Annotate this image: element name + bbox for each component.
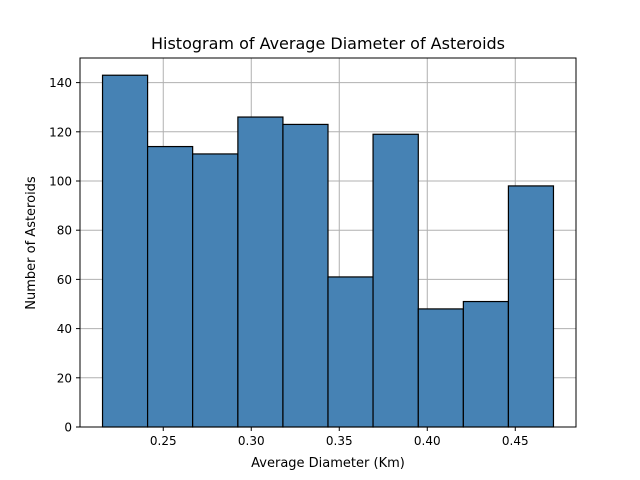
y-tick-label: 140	[49, 76, 72, 90]
x-tick-label: 0.25	[150, 434, 177, 448]
x-tick-label: 0.40	[414, 434, 441, 448]
histogram-bar	[507, 185, 555, 428]
chart-title: Histogram of Average Diameter of Asteroi…	[151, 34, 505, 53]
y-tick-label: 80	[57, 224, 72, 238]
histogram-bar	[237, 116, 284, 428]
y-axis-label: Number of Asteroids	[24, 176, 39, 310]
histogram-bar	[282, 123, 329, 428]
histogram-bar	[372, 133, 419, 428]
plot-frame	[79, 57, 577, 428]
histogram-bar	[101, 74, 149, 428]
y-tick-label: 0	[64, 421, 72, 435]
bars	[101, 74, 555, 428]
y-axis-ticks: 0 20 40 60 80 100 120 140	[49, 76, 80, 435]
x-axis-label: Average Diameter (Km)	[251, 456, 405, 471]
histogram-bar	[146, 145, 194, 428]
histogram-bar	[417, 308, 464, 428]
y-tick-label: 40	[57, 322, 72, 336]
y-tick-label: 120	[49, 125, 72, 139]
y-tick-label: 60	[57, 273, 72, 287]
x-tick-label: 0.45	[502, 434, 529, 448]
x-axis-ticks: 0.25 0.30 0.35 0.40 0.45	[150, 427, 529, 448]
y-tick-label: 20	[57, 371, 72, 385]
histogram-bar	[192, 153, 239, 428]
y-tick-label: 100	[49, 175, 72, 189]
histogram-bar	[462, 300, 510, 428]
x-tick-label: 0.30	[238, 434, 265, 448]
histogram-bar	[327, 276, 374, 428]
x-tick-label: 0.35	[326, 434, 353, 448]
